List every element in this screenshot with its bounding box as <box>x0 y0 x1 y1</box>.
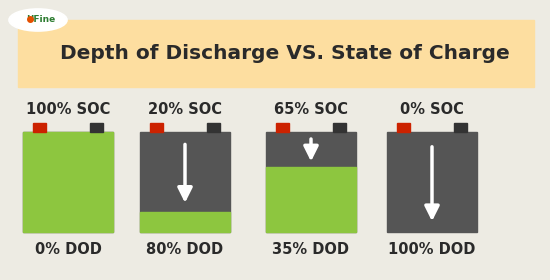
Text: 0% SOC: 0% SOC <box>400 102 464 116</box>
Bar <box>397 123 410 132</box>
Bar <box>18 20 534 87</box>
Bar <box>454 123 467 132</box>
Text: 100% SOC: 100% SOC <box>26 102 110 116</box>
Bar <box>333 123 346 132</box>
Bar <box>90 123 103 132</box>
Bar <box>32 123 46 132</box>
Text: 20% SOC: 20% SOC <box>148 102 222 116</box>
Bar <box>266 132 356 232</box>
Bar <box>276 123 289 132</box>
Bar <box>266 167 356 232</box>
Text: 100% DOD: 100% DOD <box>388 242 476 258</box>
Bar <box>150 123 163 132</box>
Text: Depth of Discharge VS. State of Charge: Depth of Discharge VS. State of Charge <box>60 44 510 63</box>
Bar <box>140 212 230 232</box>
Ellipse shape <box>9 9 67 31</box>
Text: 0% DOD: 0% DOD <box>35 242 101 258</box>
Text: 80% DOD: 80% DOD <box>146 242 223 258</box>
Bar <box>140 132 230 232</box>
Bar <box>387 132 477 232</box>
Bar <box>23 132 113 232</box>
Text: UFine: UFine <box>26 15 56 25</box>
Text: 35% DOD: 35% DOD <box>272 242 349 258</box>
Bar <box>207 123 221 132</box>
Text: 65% SOC: 65% SOC <box>274 102 348 116</box>
Bar <box>23 132 113 232</box>
